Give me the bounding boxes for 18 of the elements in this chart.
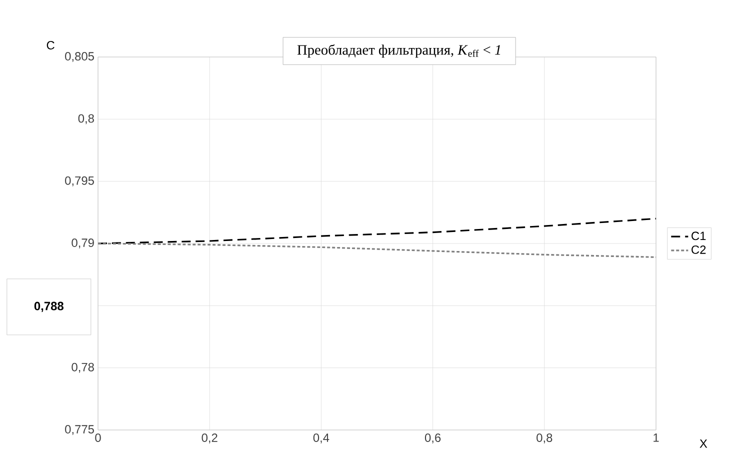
y-tick-label: 0,805 — [65, 52, 94, 62]
x-tick-label: 0,6 — [424, 434, 441, 444]
x-tick-label: 0,8 — [536, 434, 552, 444]
y-tick-label: 0,8 — [78, 114, 94, 124]
y-tick-label: 0,795 — [65, 176, 94, 186]
text: 0,788 — [34, 302, 64, 312]
x-tick-label: 0,4 — [313, 434, 330, 444]
y-tick-label: 0,78 — [72, 362, 94, 373]
x-tick-label: 0 — [95, 434, 101, 442]
legend-label: C1 — [692, 232, 706, 240]
y-tick-label: 0,79 — [72, 238, 94, 248]
chart-title: Преобладает фильтрация, K$_{eff}$ < 1 — [297, 44, 500, 58]
x-tick-label: 0,2 — [202, 434, 218, 444]
x-tick-label: 1 — [654, 434, 659, 442]
y-axis-title: C — [46, 41, 54, 50]
legend-label: C2 — [692, 245, 706, 254]
y-tick-label: 0,775 — [65, 425, 94, 435]
x-axis-title: X — [700, 439, 708, 448]
